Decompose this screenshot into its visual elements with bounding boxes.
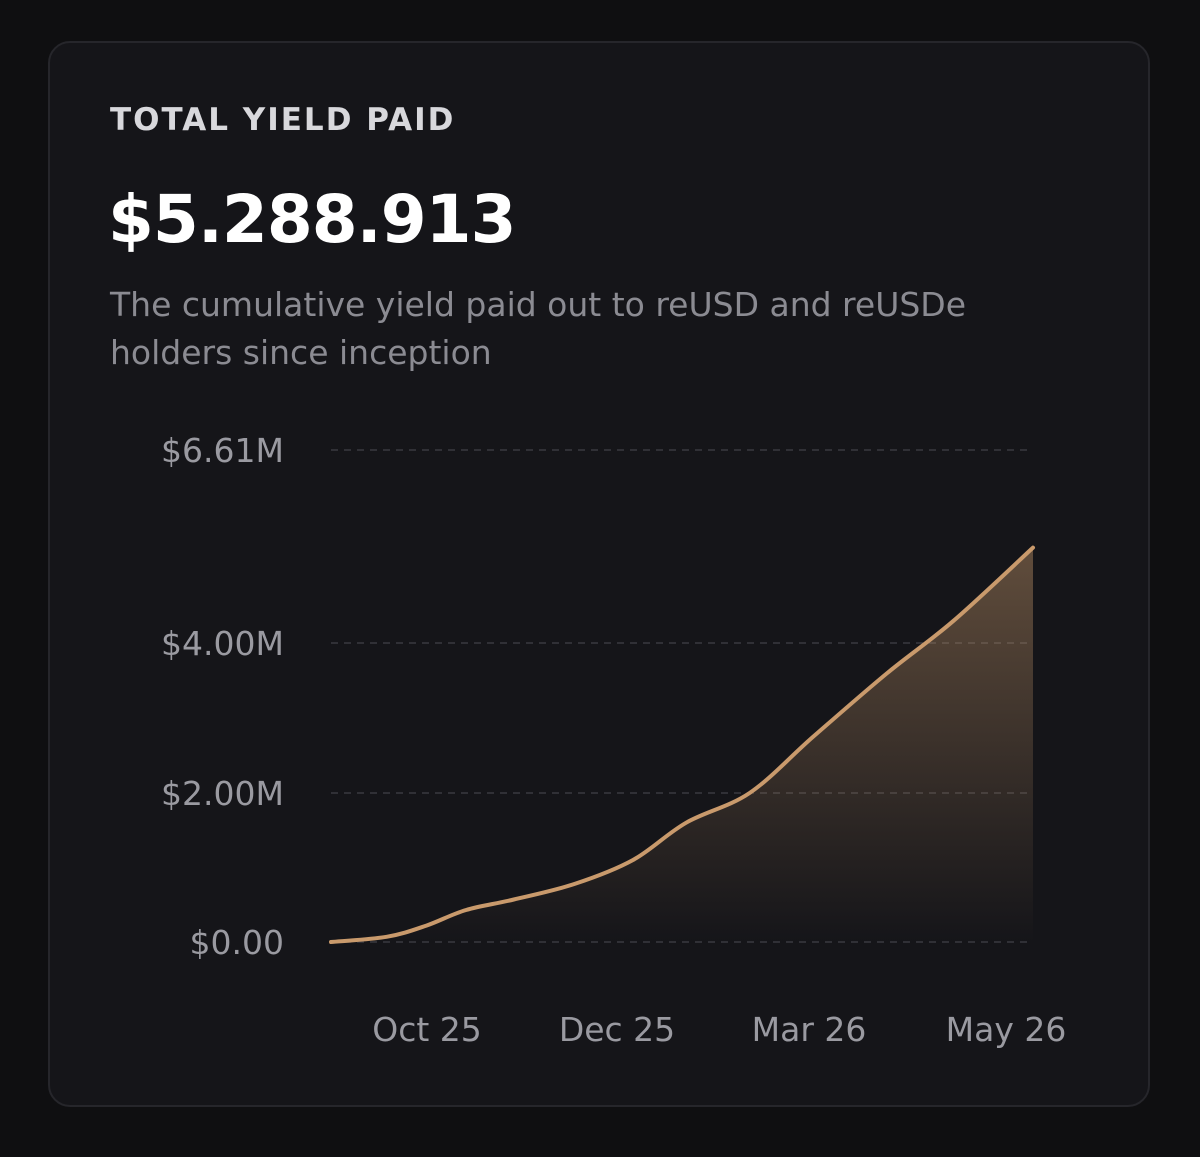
data-point (329, 940, 333, 944)
card-description: The cumulative yield paid out to reUSD a… (110, 285, 967, 372)
x-tick-label: Dec 25 (559, 1010, 675, 1049)
yield-chart: $0.00 $2.00M $4.00M $6.61M Oct 25 Dec 25 Mar … (161, 431, 1066, 1049)
x-axis-labels: Oct 25 Dec 25 Mar 26 May 26 (372, 1010, 1066, 1049)
data-point (811, 735, 815, 739)
card-eyebrow: TOTAL YIELD PAID (110, 102, 456, 138)
data-point (748, 791, 752, 795)
data-point (885, 671, 889, 675)
series-area-fill (331, 547, 1033, 942)
series-line (329, 545, 1035, 944)
y-tick-label: $4.00M (161, 624, 284, 663)
data-point (952, 619, 956, 623)
x-tick-label: May 26 (946, 1010, 1067, 1049)
x-tick-label: Oct 25 (372, 1010, 482, 1049)
total-yield-value: $5.288.913 (108, 181, 517, 258)
total-yield-card: TOTAL YIELD PAID $5.288.913 The cumulati… (48, 41, 1150, 1107)
data-point (512, 898, 516, 902)
data-point (464, 908, 468, 912)
data-point (424, 924, 428, 928)
data-point (684, 821, 688, 825)
y-tick-label: $2.00M (161, 774, 284, 813)
y-axis-labels: $0.00 $2.00M $4.00M $6.61M (161, 431, 284, 962)
x-tick-label: Mar 26 (752, 1010, 867, 1049)
data-point (631, 858, 635, 862)
data-point (573, 882, 577, 886)
y-tick-label: $0.00 (190, 923, 284, 962)
data-point (1031, 546, 1035, 550)
data-point (385, 935, 389, 939)
y-tick-label: $6.61M (161, 431, 284, 470)
